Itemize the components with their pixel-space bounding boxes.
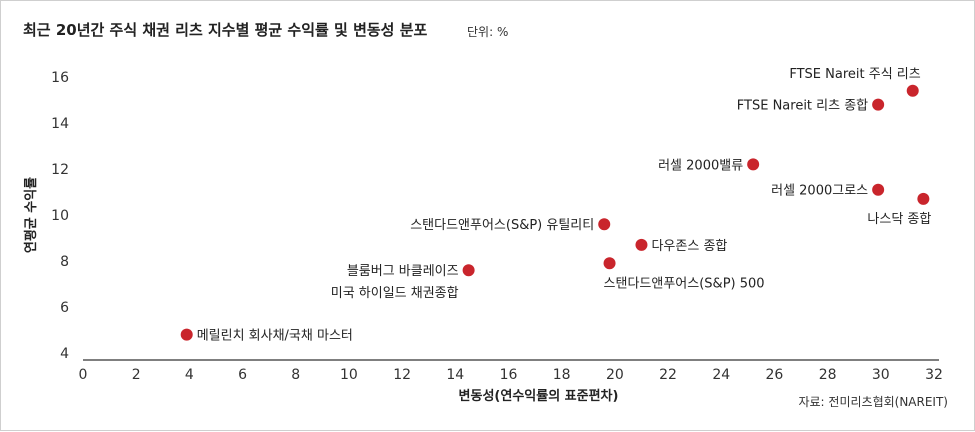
y-tick-label: 10 — [51, 208, 69, 224]
data-point — [872, 183, 885, 196]
x-tick-label: 32 — [925, 367, 943, 383]
point-label: 러셀 2000밸류 — [658, 158, 743, 173]
y-axis-title: 연평균 수익률 — [23, 177, 39, 253]
data-point — [598, 218, 611, 231]
x-tick-label: 18 — [553, 367, 571, 383]
data-point — [906, 84, 919, 97]
x-tick-label: 10 — [340, 367, 358, 383]
data-point — [462, 264, 475, 277]
y-tick-label: 14 — [51, 116, 69, 132]
y-tick-label: 12 — [51, 162, 69, 178]
x-tick-label: 0 — [79, 367, 88, 383]
unit-note: 단위: % — [467, 25, 509, 39]
y-tick-label: 8 — [60, 254, 69, 270]
x-tick-label: 28 — [819, 367, 837, 383]
source-note: 자료: 전미리츠협회(NAREIT) — [798, 395, 948, 409]
y-tick-label: 4 — [60, 346, 69, 362]
x-tick-label: 30 — [872, 367, 890, 383]
point-label: 러셀 2000그로스 — [771, 184, 868, 199]
data-point — [180, 328, 193, 341]
data-point — [747, 158, 760, 171]
x-axis-ticks: 0 2 4 6 8 10 12 14 16 18 20 22 24 26 28 30 32 — [79, 367, 943, 383]
y-tick-label: 16 — [51, 70, 69, 86]
x-tick-label: 8 — [291, 367, 300, 383]
chart-title: 최근 20년간 주식 채권 리츠 지수별 평균 수익률 및 변동성 분포 — [23, 21, 428, 39]
point-label: 스탠다드앤푸어스(S&P) 유틸리티 — [410, 218, 594, 233]
point-label: 블룸버그 바클레이즈 미국 하이일드 채권종합 — [331, 264, 459, 301]
x-tick-label: 16 — [500, 367, 518, 383]
x-tick-label: 2 — [132, 367, 141, 383]
point-label: FTSE Nareit 리츠 종합 — [737, 99, 868, 114]
x-tick-label: 4 — [185, 367, 194, 383]
data-point — [917, 192, 930, 205]
data-point — [603, 257, 616, 270]
x-tick-label: 6 — [238, 367, 247, 383]
point-label: 메릴린치 회사채/국채 마스터 — [197, 329, 353, 344]
x-axis-title: 변동성(연수익률의 표준편차) — [459, 388, 619, 404]
x-tick-label: 20 — [606, 367, 624, 383]
point-label: 다우존스 종합 — [651, 239, 727, 254]
point-label: FTSE Nareit 주식 리츠 — [789, 67, 920, 82]
x-tick-label: 24 — [712, 367, 730, 383]
x-tick-label: 22 — [659, 367, 677, 383]
point-label: 나스닥 종합 — [867, 212, 931, 227]
point-label: 스탠다드앤푸어스(S&P) 500 — [604, 276, 765, 291]
x-tick-label: 26 — [766, 367, 784, 383]
data-point — [635, 238, 648, 251]
x-tick-label: 12 — [393, 367, 411, 383]
y-tick-label: 6 — [60, 300, 69, 316]
data-point — [872, 98, 885, 111]
x-tick-label: 14 — [446, 367, 464, 383]
y-axis-ticks: 4 6 8 10 12 14 16 — [51, 70, 69, 362]
